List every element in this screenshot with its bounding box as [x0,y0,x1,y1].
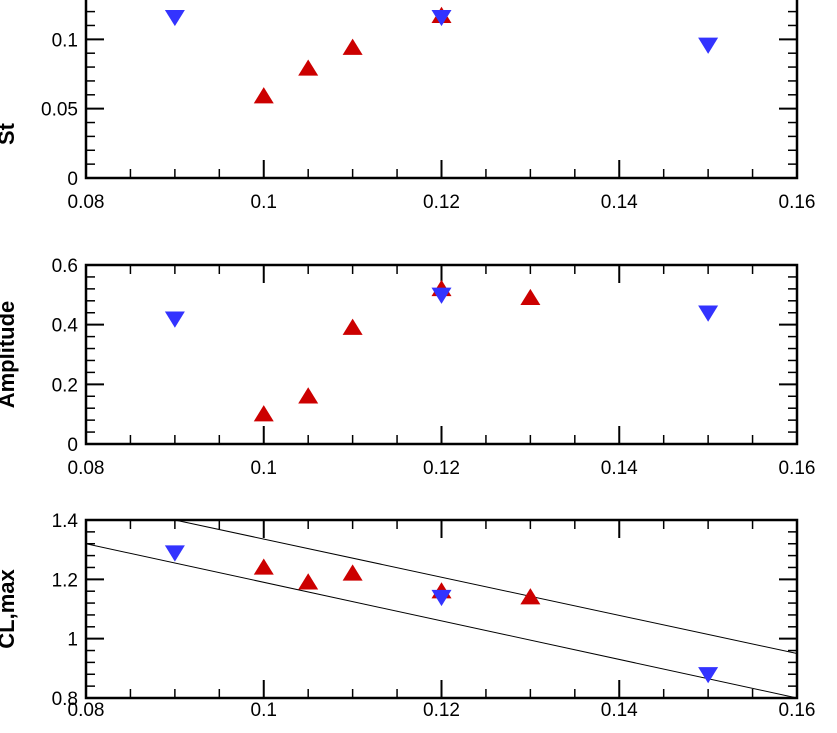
x-tick-label: 0.14 [601,458,638,479]
x-tick-label: 0.16 [779,700,816,721]
y-tick-label: 0.6 [52,256,78,277]
blue-down-triangle-marker [431,589,452,607]
y-axis-title: CL,max [0,569,19,649]
x-tick-label: 0.1 [251,700,277,721]
y-tick-label: 0 [67,169,78,190]
x-tick-label: 0.1 [251,458,277,479]
upper-trend-line [174,520,797,654]
y-axis-title: St [0,122,19,145]
x-tick-label: 0.12 [423,192,460,213]
y-tick-label: 0.4 [52,316,79,337]
red-up-triangle-marker [342,38,363,55]
y-tick-label: 0 [67,435,78,456]
x-tick-label: 0.08 [68,192,105,213]
blue-down-triangle-marker [431,9,452,27]
plot-area [86,520,797,698]
y-tick-label: 0.05 [41,100,78,121]
y-tick-label: 1.2 [52,570,78,591]
red-up-triangle-marker [253,405,274,422]
blue-down-triangle-marker [164,311,185,328]
red-up-triangle-marker [253,87,274,104]
red-up-triangle-marker [298,573,319,590]
red-up-triangle-marker [520,588,541,605]
x-tick-label: 0.16 [779,458,816,479]
red-up-triangle-marker [342,318,363,335]
x-tick-label: 0.08 [68,700,105,721]
blue-down-triangle-marker [698,37,719,54]
y-tick-label: 1 [67,630,78,651]
plot-frame [84,518,799,700]
blue-down-triangle-marker [164,9,185,27]
chart-panel-amplitude: 0.08 0.1 0.12 0.14 0.16 0 0.2 0.4 0.6 Amplitude [0,256,815,479]
x-tick-label: 0.14 [601,192,638,213]
lower-trend-line [86,543,797,698]
x-tick-label: 0.12 [423,700,460,721]
y-tick-label: 0.2 [52,375,78,396]
x-tick-label: 0.08 [68,458,105,479]
red-up-triangle-marker [342,564,363,581]
x-tick-label: 0.16 [779,192,816,213]
chart-panel-clmax: 0.08 0.1 0.12 0.14 0.16 0.8 1 1.2 1.4 CL,max [0,511,815,721]
x-tick-label: 0.12 [423,458,460,479]
y-tick-label: 0.1 [52,30,78,51]
y-tick-label: 1.4 [52,511,79,532]
plot-frame [84,0,799,180]
y-tick-label: 0.8 [52,689,78,710]
blue-down-triangle-marker [698,667,719,684]
red-up-triangle-marker [520,288,541,306]
x-tick-label: 0.14 [601,700,638,721]
blue-down-triangle-marker [698,305,719,322]
x-tick-label: 0.1 [251,192,277,213]
y-axis-title: Amplitude [0,301,19,409]
blue-down-triangle-marker [164,545,185,562]
red-up-triangle-marker [298,59,319,76]
red-up-triangle-marker [253,558,274,575]
red-up-triangle-marker [298,387,319,404]
blue-down-triangle-marker [431,287,452,304]
